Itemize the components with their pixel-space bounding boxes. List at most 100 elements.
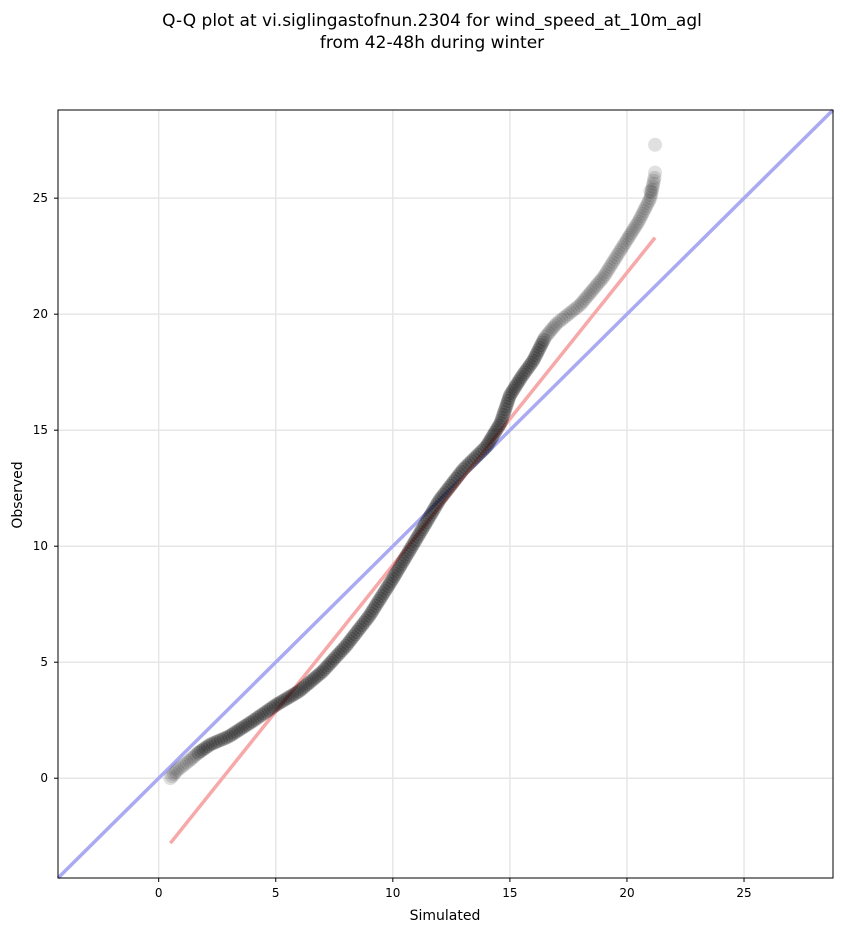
qq-point bbox=[404, 539, 419, 554]
qq-point bbox=[636, 204, 651, 219]
qq-point bbox=[240, 717, 255, 732]
x-tick-label: 5 bbox=[272, 886, 280, 900]
qq-point bbox=[200, 739, 215, 754]
qq-point bbox=[609, 250, 624, 265]
qq-point bbox=[615, 240, 630, 255]
qq-point bbox=[634, 209, 649, 224]
qq-point bbox=[187, 748, 202, 763]
qq-point bbox=[254, 707, 269, 722]
grid-lines bbox=[58, 110, 833, 878]
x-tick-label: 20 bbox=[619, 886, 634, 900]
qq-point bbox=[349, 625, 364, 640]
qq-point bbox=[376, 586, 391, 601]
qq-point bbox=[642, 193, 657, 208]
qq-point bbox=[362, 608, 377, 623]
qq-point bbox=[531, 343, 546, 358]
qq-point bbox=[502, 388, 517, 403]
qq-point bbox=[302, 675, 317, 690]
qq-point bbox=[390, 564, 405, 579]
qq-point bbox=[432, 492, 447, 507]
qq-point bbox=[388, 566, 403, 581]
qq-point bbox=[510, 376, 525, 391]
qq-point bbox=[639, 198, 654, 213]
qq-point bbox=[429, 497, 444, 512]
qq-point bbox=[460, 458, 475, 473]
qq-point bbox=[415, 522, 430, 537]
qq-point bbox=[313, 666, 328, 681]
plot-frame bbox=[57, 109, 834, 879]
qq-point bbox=[607, 252, 622, 267]
qq-point bbox=[648, 137, 663, 152]
qq-point bbox=[315, 664, 330, 679]
qq-point bbox=[431, 495, 446, 510]
qq-point bbox=[522, 358, 537, 373]
qq-point bbox=[500, 396, 515, 411]
y-tick-label: 20 bbox=[33, 307, 48, 321]
qq-point bbox=[203, 737, 218, 752]
qq-point bbox=[289, 685, 304, 700]
qq-point bbox=[527, 351, 542, 366]
qq-point bbox=[365, 603, 380, 618]
qq-point bbox=[371, 593, 386, 608]
qq-point bbox=[505, 383, 520, 398]
qq-point bbox=[245, 714, 260, 729]
qq-point bbox=[426, 502, 441, 517]
qq-point bbox=[273, 695, 288, 710]
qq-point bbox=[393, 559, 408, 574]
qq-point bbox=[242, 715, 257, 730]
qq-point bbox=[422, 510, 437, 525]
chart-title-line-2: from 42-48h during winter bbox=[320, 33, 544, 53]
qq-point bbox=[521, 360, 536, 375]
qq-point bbox=[374, 589, 389, 604]
qq-point bbox=[458, 460, 473, 475]
qq-point bbox=[319, 660, 334, 675]
qq-point bbox=[504, 386, 519, 401]
qq-point bbox=[189, 747, 204, 762]
qq-point bbox=[294, 682, 309, 697]
qq-point bbox=[552, 314, 567, 329]
qq-point bbox=[524, 355, 539, 370]
qq-point bbox=[443, 478, 458, 493]
qq-point bbox=[596, 270, 611, 285]
qq-point bbox=[477, 441, 492, 456]
qq-point bbox=[486, 427, 501, 442]
qq-point bbox=[264, 701, 279, 716]
qq-point bbox=[643, 188, 658, 203]
qq-point bbox=[513, 372, 528, 387]
qq-point bbox=[282, 689, 297, 704]
qq-point bbox=[470, 447, 485, 462]
qq-point bbox=[177, 757, 192, 772]
qq-point bbox=[498, 402, 513, 417]
qq-point bbox=[261, 703, 276, 718]
y-tick-label: 10 bbox=[33, 539, 48, 553]
qq-point bbox=[535, 335, 550, 350]
qq-point bbox=[420, 512, 435, 527]
qq-point bbox=[226, 726, 241, 741]
qq-point bbox=[355, 618, 370, 633]
qq-point bbox=[398, 549, 413, 564]
qq-point bbox=[578, 291, 593, 306]
qq-point bbox=[456, 462, 471, 477]
qq-point bbox=[335, 643, 350, 658]
qq-point bbox=[645, 179, 660, 194]
qq-point bbox=[549, 316, 564, 331]
qq-point bbox=[534, 338, 549, 353]
qq-point bbox=[247, 712, 262, 727]
qq-point bbox=[517, 365, 532, 380]
qq-point bbox=[566, 303, 581, 318]
qq-point bbox=[605, 255, 620, 270]
qq-point bbox=[487, 425, 502, 440]
qq-point bbox=[292, 684, 307, 699]
qq-point bbox=[434, 490, 449, 505]
qq-point bbox=[418, 517, 433, 532]
qq-point bbox=[382, 576, 397, 591]
x-tick-label: 15 bbox=[502, 886, 517, 900]
qq-point bbox=[511, 374, 526, 389]
qq-point bbox=[468, 449, 483, 464]
qq-point bbox=[516, 367, 531, 382]
qq-point bbox=[494, 413, 509, 428]
qq-point bbox=[452, 467, 467, 482]
qq-point bbox=[528, 348, 543, 363]
qq-point bbox=[568, 301, 583, 316]
qq-point bbox=[347, 627, 362, 642]
